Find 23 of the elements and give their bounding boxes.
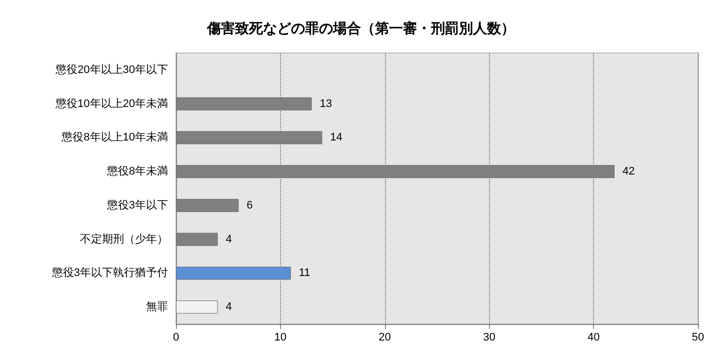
x-tick-label: 50 xyxy=(692,332,704,344)
x-tick-label: 10 xyxy=(274,332,287,344)
y-tick-label: 懲役8年未満 xyxy=(106,164,168,178)
data-label: 4 xyxy=(226,233,232,246)
data-label: 13 xyxy=(320,98,332,110)
chart-title: 傷害致死などの罪の場合（第一審・刑罰別人数） xyxy=(206,20,515,36)
x-tick-label: 0 xyxy=(172,332,180,344)
y-tick-label: 無罪 xyxy=(146,301,168,314)
data-label: 11 xyxy=(298,267,310,280)
y-tick-label: 不定期刑（少年） xyxy=(80,232,168,246)
y-tick-label: 懲役20年以上30年以下 xyxy=(54,62,168,76)
x-tick-label: 30 xyxy=(483,332,496,344)
data-label: 14 xyxy=(330,132,342,144)
data-label: 6 xyxy=(246,199,253,212)
y-tick-label: 懲役3年以下執行猶予付 xyxy=(50,266,168,280)
data-label: 4 xyxy=(226,301,232,314)
y-tick-label: 懲役10年以上20年未満 xyxy=(54,96,168,110)
x-tick-label: 40 xyxy=(587,332,600,344)
data-label: 42 xyxy=(622,166,635,178)
y-tick-label: 懲役3年以下 xyxy=(106,198,168,212)
bar xyxy=(176,266,291,280)
x-tick-label: 20 xyxy=(378,332,391,344)
y-tick-label: 懲役8年以上10年未満 xyxy=(60,130,168,144)
